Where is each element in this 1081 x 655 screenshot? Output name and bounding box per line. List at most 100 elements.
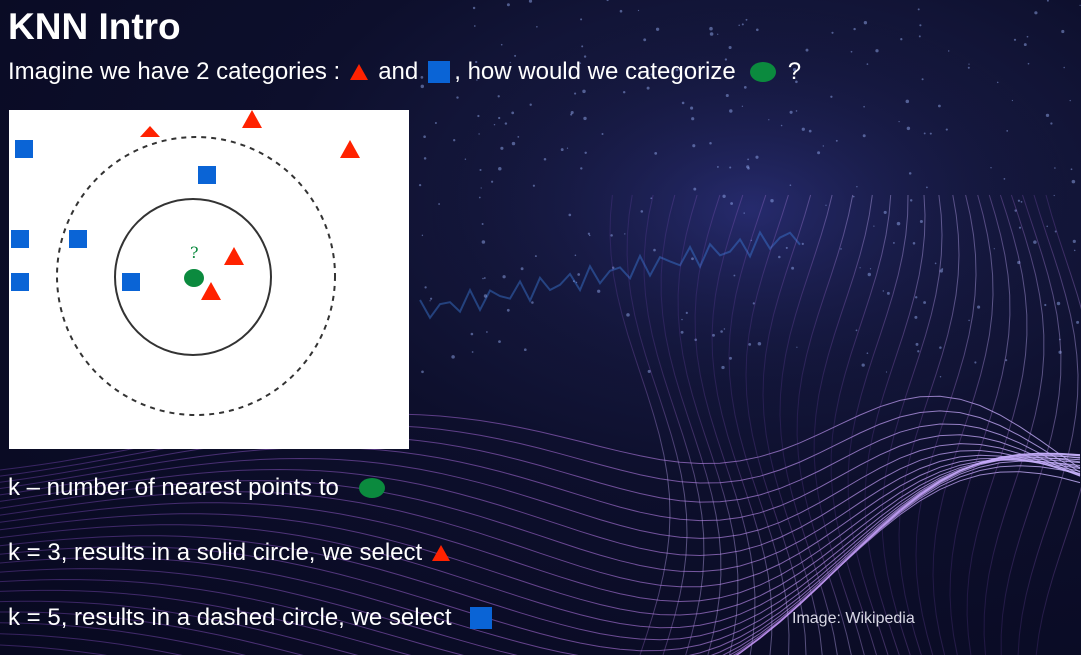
background-dot [859, 267, 861, 269]
background-dot [1063, 66, 1065, 69]
k3-solid-circle [114, 198, 272, 356]
background-dot [801, 127, 805, 131]
background-dot [570, 110, 574, 115]
blue-square-point [15, 140, 33, 158]
green-circle-icon [358, 478, 385, 498]
background-dot [481, 240, 486, 244]
subtitle-text-end: ? [787, 58, 802, 85]
background-dot [1079, 4, 1081, 7]
background-dot [691, 257, 694, 261]
background-dot [606, 0, 609, 2]
background-mesh-line [915, 194, 977, 655]
background-mesh-line [1035, 194, 1081, 655]
background-dot [511, 111, 515, 115]
background-dot [421, 234, 424, 237]
background-dot [968, 63, 970, 65]
bullet-k-definition: k – number of nearest points to [8, 474, 397, 502]
background-dot [528, 0, 533, 3]
background-dot [929, 132, 932, 135]
background-dot [755, 28, 759, 32]
background-mesh-line [660, 194, 722, 655]
background-dot [1046, 0, 1049, 2]
background-dot [974, 361, 977, 364]
background-wave-line [0, 459, 1081, 603]
background-dot [587, 232, 591, 235]
background-dot [939, 346, 942, 349]
background-dot [584, 151, 587, 155]
background-dot [968, 319, 970, 322]
background-dot [892, 241, 895, 244]
background-dot [919, 24, 922, 27]
background-dot [1072, 239, 1076, 243]
background-wave-line [0, 423, 1081, 503]
background-dot [1061, 29, 1065, 34]
background-dot [716, 165, 719, 168]
background-dot [464, 158, 467, 161]
background-dot [996, 81, 999, 84]
background-dot [423, 157, 427, 160]
k5-dashed-circle [56, 136, 336, 416]
background-dot [717, 33, 719, 35]
background-dot [1073, 249, 1076, 252]
background-dot [690, 106, 694, 110]
image-credit: Image: Wikipedia [792, 610, 915, 627]
background-dot [486, 331, 488, 333]
background-mesh-line [711, 194, 773, 655]
background-mesh-line [949, 194, 1011, 655]
background-dot [1026, 35, 1029, 38]
background-dot [692, 144, 696, 148]
background-dot [873, 225, 875, 227]
background-dot [755, 155, 759, 159]
background-dot [882, 290, 884, 292]
background-dot [729, 356, 732, 360]
background-dot [840, 248, 842, 250]
background-dot [681, 318, 683, 321]
background-dot [572, 280, 575, 283]
background-dot [650, 73, 653, 76]
background-dot [523, 348, 527, 352]
background-dot [1033, 240, 1037, 244]
background-wave-line [0, 457, 1081, 588]
background-dot [853, 27, 856, 31]
background-dot [746, 165, 750, 169]
background-dot [722, 194, 726, 198]
background-dot [861, 363, 865, 367]
background-dot [908, 172, 912, 175]
background-dot [795, 110, 798, 112]
background-dot [733, 274, 736, 277]
background-dot [1006, 130, 1009, 132]
background-dot [575, 281, 578, 284]
background-dot [653, 248, 656, 252]
background-dot [905, 99, 910, 104]
background-dot [725, 93, 729, 98]
background-dot [990, 167, 992, 169]
background-mesh-line [983, 194, 1045, 655]
red-triangle-point [224, 247, 244, 265]
background-dot [918, 35, 921, 38]
background-dot [691, 117, 695, 121]
background-dot [885, 371, 888, 373]
background-dot [745, 18, 748, 21]
background-dot [560, 148, 564, 152]
background-wave-line [0, 455, 1081, 652]
background-dot [808, 129, 812, 133]
background-dot [1013, 38, 1017, 41]
background-dot [886, 291, 890, 295]
background-dot [728, 45, 732, 50]
background-wave-line [0, 459, 1081, 616]
background-dot [993, 248, 995, 250]
background-dot [624, 233, 626, 235]
background-dot [729, 166, 732, 169]
background-dot [867, 272, 871, 277]
background-dot [476, 79, 478, 81]
background-dot [477, 114, 480, 118]
background-dot [470, 332, 474, 336]
background-dot [543, 158, 547, 161]
background-mesh-line [898, 194, 960, 655]
background-dot [675, 68, 679, 72]
bullet-k3: k = 3, results in a solid circle, we sel… [8, 539, 460, 567]
background-dot [497, 95, 500, 98]
background-dot [434, 121, 437, 125]
background-dot [748, 342, 752, 346]
background-dot [479, 168, 482, 172]
